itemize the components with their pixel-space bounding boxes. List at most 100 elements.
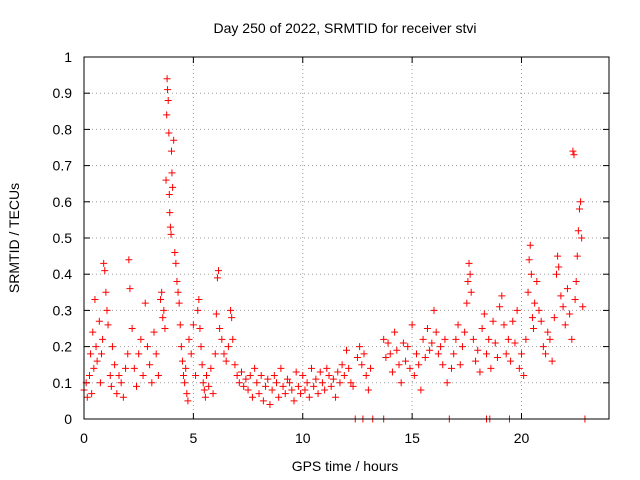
- data-point: [410, 372, 418, 380]
- data-point: [332, 393, 340, 401]
- data-point: [222, 357, 230, 365]
- data-point: [220, 350, 228, 358]
- data-point: [384, 339, 392, 347]
- data-point: [491, 339, 499, 347]
- data-point: [176, 321, 184, 329]
- data-point: [314, 390, 322, 398]
- data-point: [87, 350, 95, 358]
- data-point: [511, 339, 519, 347]
- x-tick-label: 15: [404, 430, 420, 446]
- plot-frame: [83, 56, 610, 420]
- data-point: [294, 382, 302, 390]
- data-point: [382, 353, 390, 361]
- data-point: [268, 386, 276, 394]
- data-point: [251, 364, 259, 372]
- data-point: [312, 375, 320, 383]
- data-point: [117, 379, 125, 387]
- data-point: [507, 357, 515, 365]
- data-point: [525, 256, 533, 264]
- data-point: [343, 346, 350, 354]
- data-point: [297, 390, 305, 398]
- data-point: [168, 169, 176, 177]
- y-tick-label: 0.8: [53, 121, 73, 137]
- data-point: [301, 386, 309, 394]
- data-point: [279, 382, 287, 390]
- data-point: [518, 350, 525, 358]
- data-point: [215, 267, 223, 275]
- data-point: [466, 270, 474, 278]
- data-point: [408, 321, 416, 329]
- data-point: [229, 335, 237, 343]
- data-point: [93, 357, 101, 365]
- data-point: [533, 277, 541, 285]
- data-point: [391, 328, 399, 336]
- data-point: [133, 382, 140, 390]
- data-point: [367, 364, 375, 372]
- data-point: [555, 263, 563, 271]
- data-point: [99, 335, 107, 343]
- data-point: [559, 303, 567, 311]
- data-point: [310, 382, 318, 390]
- data-point: [535, 306, 543, 314]
- data-point: [201, 393, 209, 401]
- data-point: [423, 325, 431, 332]
- data-point: [233, 372, 241, 380]
- data-point: [568, 335, 576, 343]
- data-point: [537, 317, 545, 325]
- data-point: [509, 317, 517, 325]
- data-point: [184, 397, 192, 405]
- data-point: [88, 390, 96, 398]
- data-point: [95, 317, 103, 325]
- data-point: [200, 386, 208, 394]
- data-point: [430, 306, 438, 314]
- data-point: [159, 314, 167, 322]
- data-point: [235, 379, 243, 387]
- data-point: [360, 350, 368, 358]
- data-point: [448, 364, 455, 372]
- data-point: [566, 310, 574, 318]
- data-point: [323, 364, 331, 372]
- data-point: [115, 372, 123, 380]
- data-point: [553, 270, 560, 278]
- data-point: [329, 375, 337, 383]
- data-point: [575, 205, 583, 213]
- x-tick-label: 0: [80, 430, 88, 446]
- y-tick-label: 1: [64, 49, 72, 65]
- data-point: [125, 256, 133, 264]
- data-point: [91, 296, 99, 304]
- data-point: [577, 198, 585, 206]
- data-point: [195, 296, 203, 304]
- data-point: [170, 136, 178, 144]
- y-tick-label: 0: [64, 411, 72, 427]
- data-point: [90, 364, 98, 372]
- data-point: [205, 382, 213, 390]
- data-point: [106, 372, 114, 380]
- y-tick-label: 0.6: [53, 194, 73, 210]
- x-axis-title: GPS time / hours: [292, 458, 399, 474]
- data-point: [327, 382, 335, 390]
- data-point: [353, 353, 361, 361]
- data-point: [546, 335, 554, 343]
- data-point: [171, 248, 179, 256]
- data-point: [579, 303, 587, 311]
- data-point: [85, 372, 93, 380]
- data-point: [483, 350, 490, 358]
- data-point: [266, 401, 274, 409]
- data-point: [464, 277, 472, 285]
- data-point: [169, 183, 177, 191]
- data-point: [207, 364, 215, 372]
- data-point: [213, 274, 221, 282]
- data-point: [321, 386, 329, 394]
- data-point: [340, 372, 348, 380]
- data-point: [290, 397, 298, 405]
- data-point: [571, 296, 579, 304]
- data-point: [96, 379, 104, 387]
- data-point: [399, 339, 407, 347]
- data-point: [454, 321, 462, 329]
- data-point: [187, 350, 195, 358]
- data-point: [172, 259, 180, 267]
- data-point: [467, 288, 475, 296]
- y-tick-label: 0.7: [53, 158, 73, 174]
- data-point: [158, 288, 166, 296]
- data-point: [528, 314, 536, 322]
